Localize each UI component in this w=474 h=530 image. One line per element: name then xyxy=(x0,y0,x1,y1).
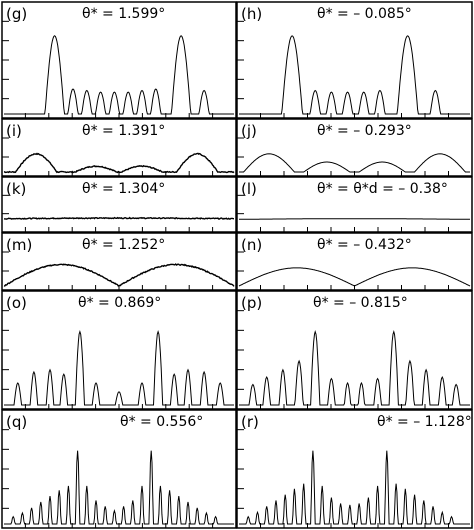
panel-label: (h) xyxy=(241,5,262,23)
theta-annotation: θ* = – 0.085° xyxy=(317,6,412,22)
panel-o: (o) θ* = 0.869° xyxy=(1,290,237,410)
series-line xyxy=(239,450,470,525)
panel-r: (r) θ* = – 1.128° xyxy=(236,409,473,529)
series-line xyxy=(238,267,471,287)
panel-label: (p) xyxy=(241,294,262,312)
series-line xyxy=(239,329,470,406)
panel-g: (g) θ* = 1.599° xyxy=(1,1,237,119)
panel-q: (q) θ* = 0.556° xyxy=(1,409,237,529)
series-line xyxy=(239,35,470,115)
series-line xyxy=(239,153,470,173)
panel-label: (m) xyxy=(6,236,32,254)
panel-j: (j) θ* = – 0.293° xyxy=(236,118,473,177)
panel-label: (n) xyxy=(241,236,262,254)
theta-annotation: θ* = – 1.128° xyxy=(377,414,472,430)
panel-h: (h) θ* = – 0.085° xyxy=(236,1,473,119)
panel-p: (p) θ* = – 0.815° xyxy=(236,290,473,410)
series-line xyxy=(239,218,470,220)
theta-annotation: θ* = 0.556° xyxy=(120,414,203,430)
panel-label: (g) xyxy=(6,5,27,23)
theta-annotation: θ* = 1.599° xyxy=(82,6,165,22)
panel-k: (k) θ* = 1.304° xyxy=(1,176,237,233)
panel-i: (i) θ* = 1.391° xyxy=(1,118,237,177)
panel-label: (l) xyxy=(241,180,257,198)
series-line xyxy=(3,263,235,287)
series-line xyxy=(4,330,234,406)
series-line xyxy=(3,152,235,174)
series-line xyxy=(3,216,234,220)
panel-l: (l) θ* = θ*d = – 0.38° xyxy=(236,176,473,233)
panel-label: (j) xyxy=(241,122,257,140)
theta-annotation: θ* = – 0.293° xyxy=(317,123,412,139)
panel-n: (n) θ* = – 0.432° xyxy=(236,232,473,291)
theta-annotation: θ* = 1.391° xyxy=(82,123,165,139)
theta-annotation: θ* = 0.869° xyxy=(78,295,161,311)
panel-label: (i) xyxy=(6,122,22,140)
series-line xyxy=(4,35,234,115)
panel-label: (r) xyxy=(241,413,259,431)
panel-m: (m) θ* = 1.252° xyxy=(1,232,237,291)
panel-label: (o) xyxy=(6,294,27,312)
theta-annotation: θ* = θ*d = – 0.38° xyxy=(317,181,448,197)
series-line xyxy=(4,450,234,525)
panel-label: (q) xyxy=(6,413,27,431)
theta-annotation: θ* = 1.304° xyxy=(82,181,165,197)
theta-annotation: θ* = 1.252° xyxy=(82,237,165,253)
theta-annotation: θ* = – 0.815° xyxy=(313,295,408,311)
panel-label: (k) xyxy=(6,180,26,198)
theta-annotation: θ* = – 0.432° xyxy=(317,237,412,253)
